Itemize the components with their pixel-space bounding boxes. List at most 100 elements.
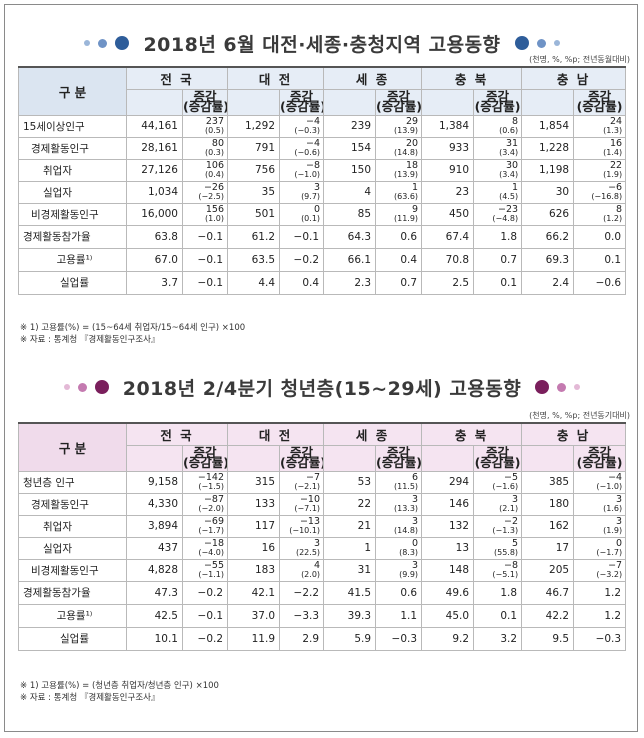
change-value: 1 xyxy=(412,182,419,193)
cell-value: 162 xyxy=(521,514,575,538)
header-gubun: 구 분 xyxy=(18,422,127,472)
cell-change: 20 (14.8) xyxy=(375,136,423,160)
cell-value: 4 xyxy=(323,180,377,204)
cell-change: −23 (−4.8) xyxy=(473,202,523,226)
row-label: 비경제활동인구 xyxy=(18,202,127,226)
change-value: −23 xyxy=(498,204,519,215)
cell-change: −2 (−1.3) xyxy=(473,514,523,538)
cell-change: 0 (0.1) xyxy=(279,202,325,226)
cell-value: 180 xyxy=(521,492,575,516)
cell-value: 9.2 xyxy=(421,626,475,651)
cell-change: 1.8 xyxy=(473,224,523,249)
change-label: 증감 xyxy=(193,445,217,460)
table-row: 취업자 27,126 106 (0.4) 756 −8 (−1.0) 150 18 (13.9) 9… xyxy=(18,158,627,182)
change-value: 31 xyxy=(505,138,519,149)
change-value: 3 xyxy=(412,560,419,571)
cell-change: −0.1 xyxy=(181,603,229,628)
change-rate: (0.6) xyxy=(499,126,519,135)
table-row: 취업자 3,894 −69 (−1.7) 117 −13 (−10.1) 21 3 (14.8) 1… xyxy=(18,514,627,538)
cell-value: 315 xyxy=(227,470,281,494)
cell-value: 17 xyxy=(521,536,575,560)
header-region: 전 국 xyxy=(125,66,229,90)
change-value: −142 xyxy=(197,472,225,483)
header-change: 증감 (증감률) xyxy=(573,88,627,116)
header-region: 충 남 xyxy=(521,422,627,446)
cell-value: 49.6 xyxy=(421,580,475,605)
cell-change: 16 (1.4) xyxy=(573,136,627,160)
cell-value: 63.5 xyxy=(227,247,281,272)
cell-change: 3 (2.1) xyxy=(473,492,523,516)
change-rate-label: (증감률) xyxy=(280,455,324,470)
cell-value: 85 xyxy=(323,202,377,226)
change-rate: (0.3) xyxy=(205,148,225,157)
decor-dot-icon xyxy=(536,38,546,48)
cell-value: 39.3 xyxy=(323,603,377,628)
change-rate: (9.9) xyxy=(399,570,419,579)
cell-value: 2.4 xyxy=(521,270,575,295)
decor-dot-icon xyxy=(553,40,560,46)
cell-change: 30 (3.4) xyxy=(473,158,523,182)
change-value: 3 xyxy=(616,516,623,527)
document-frame xyxy=(4,4,638,732)
change-rate-label: (증감률) xyxy=(576,455,623,470)
header-change: 증감 (증감률) xyxy=(375,88,423,116)
change-value: 8 xyxy=(512,116,519,127)
cell-change: 0.4 xyxy=(279,270,325,295)
cell-value: 626 xyxy=(521,202,575,226)
cell-value: 3.7 xyxy=(126,270,183,295)
change-rate: (−5.1) xyxy=(492,570,519,579)
header-spacer xyxy=(227,88,281,116)
cell-value: 239 xyxy=(323,114,377,138)
change-value: 22 xyxy=(609,160,623,171)
cell-value: 67.4 xyxy=(421,224,475,249)
header-spacer xyxy=(521,444,575,472)
cell-change: 3 (22.5) xyxy=(279,536,325,560)
cell-value: 64.3 xyxy=(323,224,377,249)
change-value: −7 xyxy=(306,472,321,483)
cell-change: 1 (4.5) xyxy=(473,180,523,204)
change-rate: (−4.0) xyxy=(198,548,225,557)
cell-value: 1,034 xyxy=(126,180,183,204)
cell-value: 4,330 xyxy=(126,492,183,516)
change-rate: (−0.6) xyxy=(294,148,321,157)
change-rate: (−2.5) xyxy=(198,192,225,201)
change-value: −2 xyxy=(504,516,519,527)
change-value: 24 xyxy=(609,116,623,127)
change-rate: (−1.5) xyxy=(198,482,225,491)
change-rate: (−1.0) xyxy=(294,170,321,179)
cell-value: 21 xyxy=(323,514,377,538)
section2-notes: ※ 1) 고용률(%) = (청년층 취업자/청년층 인구) ×100 ※ 자료… xyxy=(20,680,219,704)
change-label: 증감 xyxy=(193,89,217,104)
change-value: 16 xyxy=(609,138,623,149)
change-value: 3 xyxy=(313,538,321,549)
cell-value: 10.1 xyxy=(126,626,183,651)
change-rate: (1.0) xyxy=(205,214,225,223)
cell-value: 22 xyxy=(323,492,377,516)
cell-value: 1,854 xyxy=(521,114,575,138)
cell-change: 156 (1.0) xyxy=(181,202,229,226)
rate-row: 실업률 3.7 −0.1 4.4 0.4 2.3 0.7 2.5 0.1 2.4 −0.6 xyxy=(18,270,627,295)
change-value: −13 xyxy=(299,516,321,527)
header-change: 증감 (증감률) xyxy=(279,88,325,116)
section1-notes: ※ 1) 고용률(%) = (15~64세 취업자/15~64세 인구) ×10… xyxy=(20,322,245,346)
cell-value: 146 xyxy=(421,492,475,516)
cell-change: −0.2 xyxy=(279,247,325,272)
change-value: −18 xyxy=(203,538,225,549)
cell-change: −10 (−7.1) xyxy=(279,492,325,516)
cell-value: 910 xyxy=(421,158,475,182)
change-rate-label: (증감률) xyxy=(183,99,228,114)
cell-value: 501 xyxy=(227,202,281,226)
change-value: −69 xyxy=(203,516,225,527)
cell-value: 1,384 xyxy=(421,114,475,138)
rate-row: 실업률 10.1 −0.2 11.9 2.9 5.9 −0.3 9.2 3.2 9.5 −0.3 xyxy=(18,626,627,651)
change-value: −87 xyxy=(203,494,225,505)
change-rate: (−1.1) xyxy=(198,570,225,579)
cell-change: 1.8 xyxy=(473,580,523,605)
cell-change: 2.9 xyxy=(279,626,325,651)
header-change: 증감 (증감률) xyxy=(573,444,627,472)
cell-value: 205 xyxy=(521,558,575,582)
change-rate: (−1.7) xyxy=(198,526,225,535)
cell-change: 80 (0.3) xyxy=(181,136,229,160)
